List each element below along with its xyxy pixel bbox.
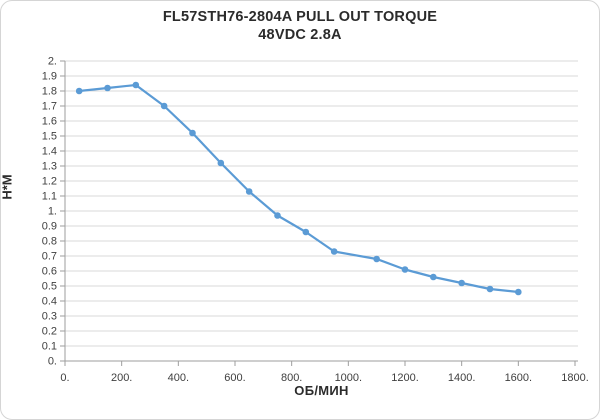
- x-tick-label: 200.: [111, 372, 132, 384]
- y-tick-label: 1.9: [42, 71, 57, 83]
- data-point: [515, 288, 522, 296]
- y-tick-label: 1.: [48, 206, 57, 218]
- y-tick-label: 0.6: [42, 266, 57, 278]
- x-tick-label: 1400.: [448, 372, 476, 384]
- torque-curve: [78, 83, 520, 294]
- y-tick-label: 0.3: [42, 311, 57, 323]
- y-tick-label: 1.6: [42, 116, 57, 128]
- chart-title: FL57STH76-2804A PULL OUT TORQUE: [162, 9, 438, 25]
- y-tick-label: 0.4: [42, 296, 57, 308]
- y-tick-label: 0.2: [42, 326, 57, 338]
- data-point: [104, 84, 111, 92]
- data-point: [160, 102, 168, 110]
- x-tick-label: 1200.: [391, 372, 419, 384]
- y-tick-label: 0.5: [42, 281, 57, 293]
- chart-subtitle: 48VDC 2.8A: [258, 27, 342, 43]
- chart-title-block: FL57STH76-2804A PULL OUT TORQUE 48VDC 2.…: [1, 8, 599, 44]
- data-point: [274, 212, 281, 219]
- data-point: [430, 273, 437, 281]
- data-point: [132, 81, 140, 89]
- y-tick-label: 1.2: [42, 176, 57, 188]
- y-tick-label: 0.9: [42, 221, 57, 233]
- data-point: [373, 255, 380, 263]
- x-axis-title: ОБ/МИН: [294, 383, 349, 398]
- data-point: [302, 228, 310, 236]
- y-tick-label: 1.7: [42, 101, 57, 113]
- data-point: [75, 87, 83, 95]
- y-tick-label: 1.5: [42, 131, 57, 143]
- data-point: [245, 188, 253, 195]
- y-tick-label: 0.7: [42, 251, 57, 263]
- y-tick-label: 1.3: [42, 161, 57, 173]
- y-tick-label: 1.1: [42, 191, 57, 203]
- data-point: [189, 129, 196, 137]
- x-tick-label: 1000.: [335, 372, 363, 384]
- x-tick-label: 400.: [168, 372, 189, 384]
- y-tick-label: 2.: [48, 56, 57, 68]
- data-point: [486, 285, 494, 293]
- y-tick-label: 1.4: [42, 146, 57, 158]
- y-tick-label: 0.: [48, 356, 57, 368]
- y-tick-label: 1.8: [42, 86, 57, 98]
- x-tick-label: 1600.: [505, 372, 533, 384]
- x-tick-label: 0.: [60, 372, 69, 384]
- x-tick-label: 600.: [224, 372, 245, 384]
- y-tick-label: 0.8: [42, 236, 57, 248]
- data-point: [330, 248, 338, 255]
- data-point: [401, 266, 409, 273]
- data-point: [217, 159, 225, 167]
- data-point: [458, 279, 465, 287]
- x-tick-label: 1800.: [561, 372, 589, 384]
- x-tick-label: 800.: [281, 372, 302, 384]
- y-tick-label: 0.1: [42, 341, 57, 353]
